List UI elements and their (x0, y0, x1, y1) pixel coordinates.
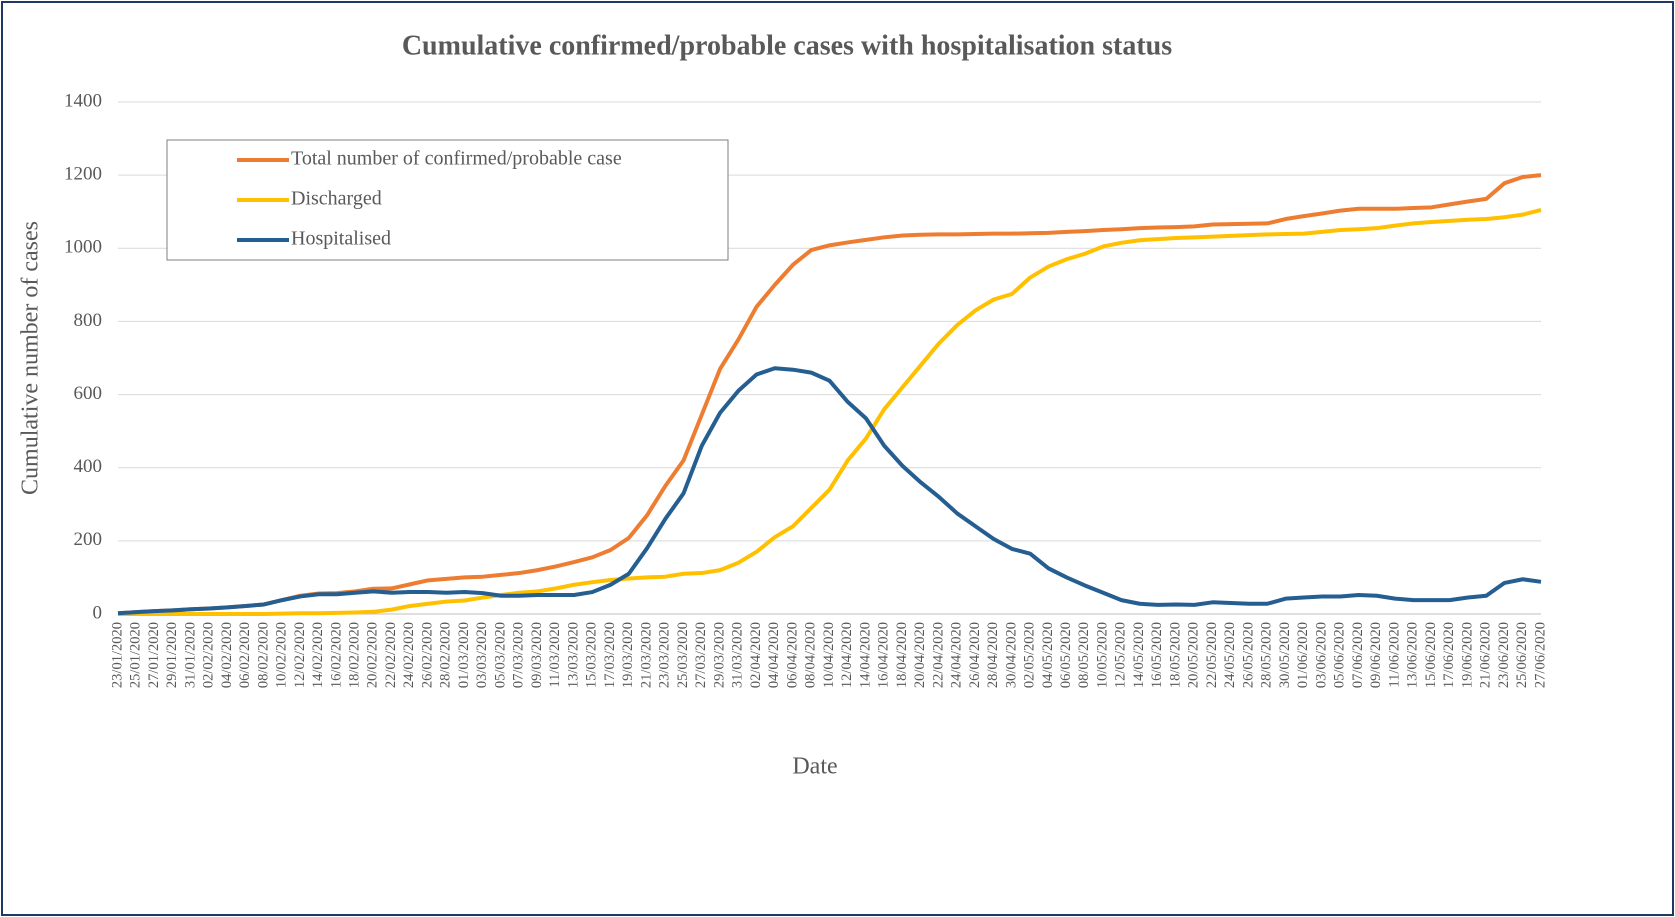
legend-label: Discharged (291, 188, 382, 210)
y-tick-label: 1400 (64, 90, 102, 111)
x-tick-label: 11/06/2020 (1386, 622, 1402, 688)
x-tick-label: 02/05/2020 (1022, 622, 1038, 688)
x-tick-label: 09/03/2020 (529, 622, 545, 688)
x-tick-label: 04/02/2020 (219, 622, 235, 688)
x-axis-title: Date (792, 754, 837, 780)
x-tick-label: 10/02/2020 (274, 622, 290, 688)
x-tick-label: 03/06/2020 (1313, 622, 1329, 688)
x-tick-label: 13/06/2020 (1405, 622, 1421, 688)
x-tick-label: 17/03/2020 (602, 622, 618, 688)
x-tick-label: 02/04/2020 (748, 622, 764, 688)
x-tick-label: 28/04/2020 (985, 622, 1001, 688)
x-tick-label: 04/04/2020 (766, 622, 782, 688)
x-tick-label: 03/03/2020 (474, 622, 490, 688)
x-tick-label: 06/05/2020 (1058, 622, 1074, 688)
x-tick-label: 12/02/2020 (292, 622, 308, 688)
x-tick-label: 28/05/2020 (1259, 622, 1275, 688)
x-tick-label: 25/01/2020 (128, 622, 144, 688)
x-tick-label: 24/04/2020 (949, 622, 965, 688)
x-tick-label: 28/02/2020 (438, 622, 454, 688)
y-tick-label: 400 (74, 456, 103, 477)
x-tick-label: 11/03/2020 (547, 622, 563, 688)
x-tick-label: 14/02/2020 (310, 622, 326, 688)
x-tick-label: 21/03/2020 (638, 622, 654, 688)
x-tick-label: 18/02/2020 (346, 622, 362, 688)
y-axis-title: Cumulative number of cases (18, 221, 44, 495)
y-tick-label: 0 (93, 602, 103, 623)
x-tick-label: 29/01/2020 (164, 622, 180, 688)
x-tick-label: 06/02/2020 (237, 622, 253, 688)
x-tick-label: 05/06/2020 (1332, 622, 1348, 688)
x-tick-label: 14/04/2020 (857, 622, 873, 688)
series-line (118, 207, 1542, 616)
x-tick-label: 09/06/2020 (1368, 622, 1384, 688)
x-tick-label: 16/05/2020 (1149, 622, 1165, 688)
x-tick-label: 22/04/2020 (930, 622, 946, 688)
y-tick-label: 1000 (64, 237, 102, 258)
x-tick-label: 08/04/2020 (803, 622, 819, 688)
x-tick-label: 08/05/2020 (1076, 622, 1092, 688)
x-tick-label: 23/06/2020 (1496, 622, 1512, 688)
x-tick-label: 07/06/2020 (1350, 622, 1366, 688)
x-tick-label: 30/05/2020 (1277, 622, 1293, 688)
legend-label: Hospitalised (291, 228, 391, 250)
x-tick-label: 29/03/2020 (711, 622, 727, 688)
x-tick-label: 10/05/2020 (1094, 622, 1110, 688)
x-tick-label: 20/04/2020 (912, 622, 928, 688)
x-tick-label: 14/05/2020 (1131, 622, 1147, 688)
y-tick-label: 1200 (64, 164, 102, 185)
x-tick-label: 26/02/2020 (419, 622, 435, 688)
x-tick-label: 23/03/2020 (657, 622, 673, 688)
x-tick-label: 02/02/2020 (201, 622, 217, 688)
x-tick-label: 22/02/2020 (383, 622, 399, 688)
x-tick-label: 24/05/2020 (1222, 622, 1238, 688)
x-tick-label: 18/04/2020 (894, 622, 910, 688)
x-tick-label: 19/06/2020 (1459, 622, 1475, 688)
x-tick-label: 06/04/2020 (784, 622, 800, 688)
x-tick-label: 21/06/2020 (1478, 622, 1494, 688)
x-tick-label: 05/03/2020 (492, 622, 508, 688)
x-tick-label: 27/03/2020 (693, 622, 709, 688)
x-tick-label: 20/05/2020 (1186, 622, 1202, 688)
chart-title: Cumulative confirmed/probable cases with… (402, 30, 1172, 61)
x-tick-label: 12/04/2020 (839, 622, 855, 688)
x-tick-label: 13/03/2020 (565, 622, 581, 688)
x-tick-label: 01/03/2020 (456, 622, 472, 688)
x-tick-label: 22/05/2020 (1204, 622, 1220, 688)
x-tick-label: 04/05/2020 (1040, 622, 1056, 688)
x-tick-label: 01/06/2020 (1295, 622, 1311, 688)
x-tick-label: 08/02/2020 (255, 622, 271, 688)
x-tick-label: 27/01/2020 (146, 622, 162, 688)
x-tick-label: 18/05/2020 (1167, 622, 1183, 688)
x-tick-label: 23/01/2020 (109, 622, 125, 688)
x-tick-label: 16/02/2020 (328, 622, 344, 688)
x-tick-label: 12/05/2020 (1113, 622, 1129, 688)
y-tick-label: 200 (74, 529, 103, 550)
legend-label: Total number of confirmed/probable case (291, 148, 622, 170)
x-tick-label: 16/04/2020 (876, 622, 892, 688)
y-tick-label: 800 (74, 310, 103, 331)
x-tick-label: 19/03/2020 (620, 622, 636, 688)
x-tick-label: 30/04/2020 (1003, 622, 1019, 688)
x-tick-label: 26/05/2020 (1240, 622, 1256, 688)
x-tick-label: 24/02/2020 (401, 622, 417, 688)
x-tick-label: 26/04/2020 (967, 622, 983, 688)
x-tick-label: 25/03/2020 (675, 622, 691, 688)
x-tick-label: 17/06/2020 (1441, 622, 1457, 688)
series-line (117, 366, 1542, 616)
x-tick-label: 07/03/2020 (511, 622, 527, 688)
x-tick-label: 25/06/2020 (1514, 622, 1530, 688)
y-tick-label: 600 (74, 383, 103, 404)
x-tick-label: 31/03/2020 (730, 622, 746, 688)
x-tick-label: 15/06/2020 (1423, 622, 1439, 688)
x-tick-label: 27/06/2020 (1532, 622, 1548, 688)
x-tick-label: 10/04/2020 (821, 622, 837, 688)
x-tick-label: 20/02/2020 (365, 622, 381, 688)
x-tick-label: 31/01/2020 (182, 622, 198, 688)
x-tick-label: 15/03/2020 (584, 622, 600, 688)
